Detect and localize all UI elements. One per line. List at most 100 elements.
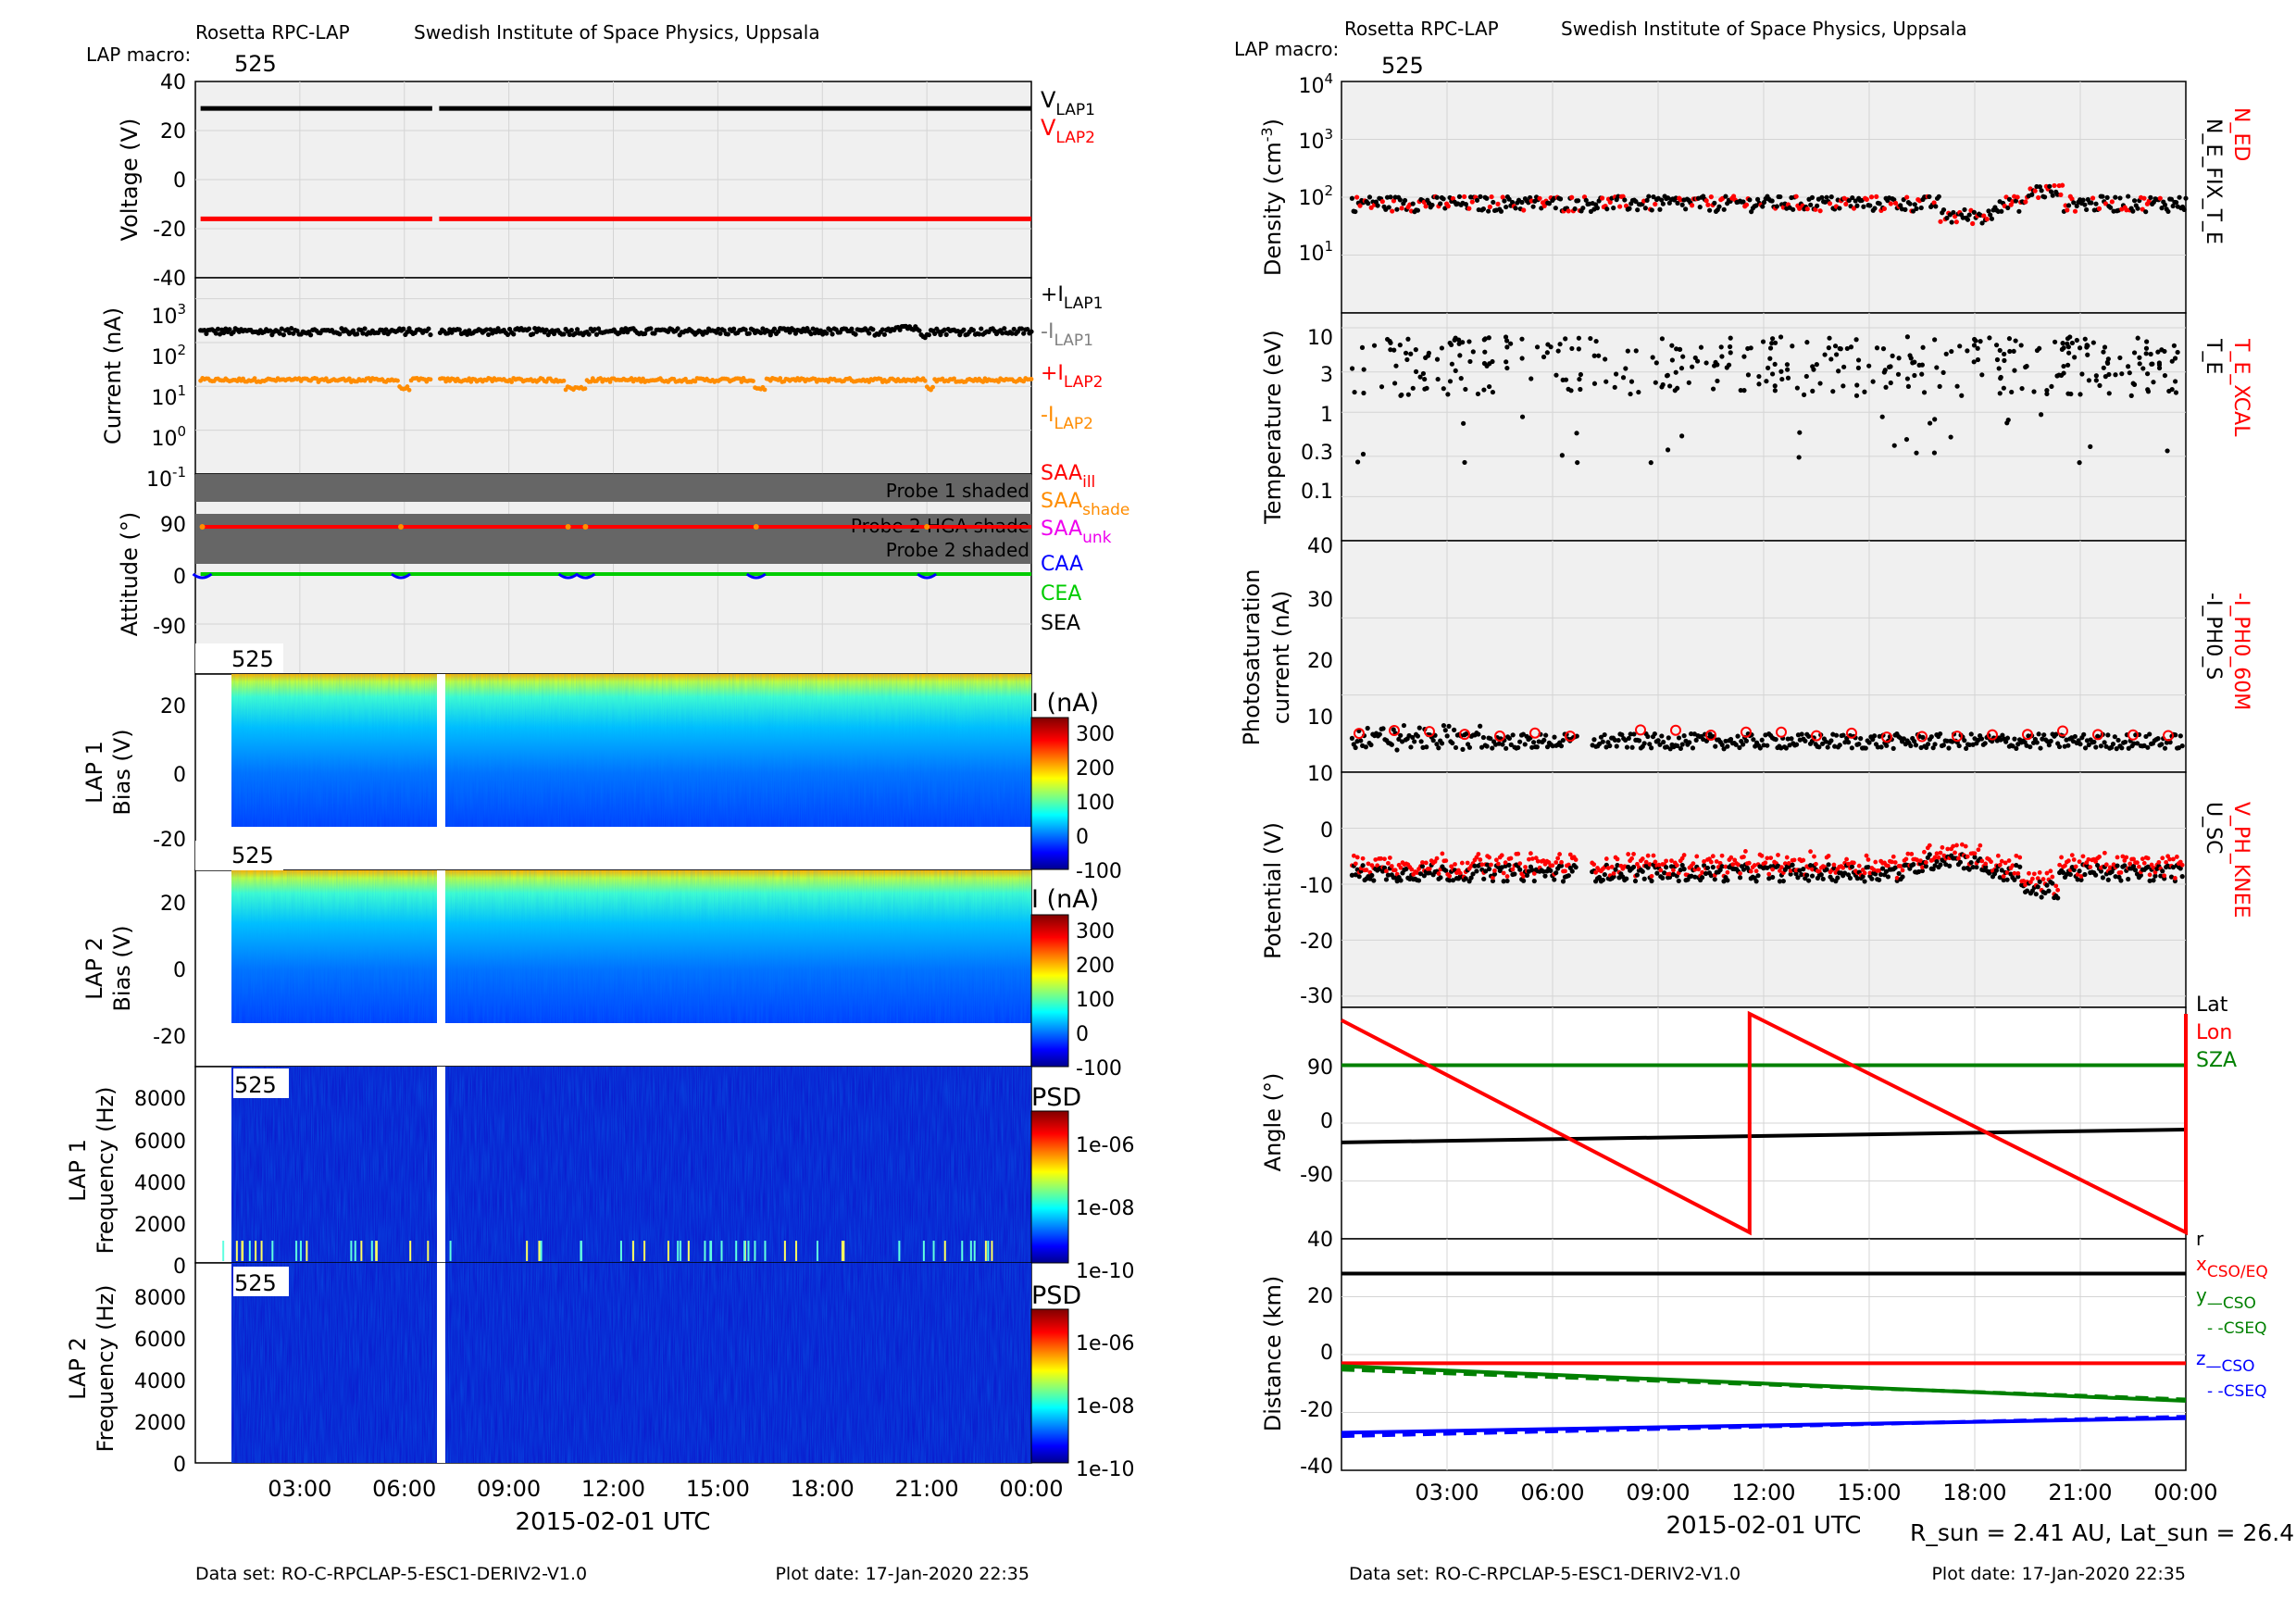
photo-side-label-red: -I_PH0_60M: [2229, 593, 2252, 710]
temperature-point: [2019, 385, 2025, 392]
photo-point: [1602, 731, 1607, 738]
temperature-point: [2065, 344, 2071, 350]
density-point: [1931, 200, 1937, 206]
potential-point-vph: [1487, 855, 1491, 860]
potential-point-usc: [1632, 878, 1639, 884]
lap2-sweep-macro: 525: [231, 843, 274, 868]
temperature-point: [2105, 356, 2111, 362]
temperature-point: [1554, 372, 1559, 378]
potential-point-usc: [1503, 863, 1508, 868]
potential-point-usc: [2033, 892, 2039, 897]
photo-point: [1806, 733, 1812, 739]
current-point-ilap1: [979, 326, 984, 331]
potential-point-usc: [1818, 872, 1824, 878]
potential-point-vph: [1674, 863, 1679, 868]
potential-point-vph: [1976, 847, 1981, 853]
potential-point-vph: [1940, 844, 1945, 850]
potential-point-usc: [1383, 877, 1390, 882]
right-xtick: 03:00: [1415, 1480, 1479, 1505]
potential-point-vph: [1667, 871, 1672, 877]
lap1-sweep-label-box: [195, 643, 283, 673]
potential-point-usc: [1624, 876, 1629, 881]
potential-point-usc: [1495, 864, 1501, 869]
density-point: [1853, 198, 1858, 204]
lap1-spec-gap: [437, 1067, 445, 1263]
potential-point-usc: [1472, 863, 1478, 868]
potential-point-usc: [2168, 874, 2175, 880]
temperature-ytick-0.3: 0.3: [1301, 442, 1333, 465]
svg-text:-ILAP2: -ILAP2: [1041, 404, 1093, 433]
potential-point-usc: [2014, 862, 2019, 868]
density-point: [1949, 219, 1954, 225]
potential-point-usc: [1468, 875, 1474, 881]
density-point: [1970, 220, 1976, 227]
potential-point-vph: [1812, 854, 1816, 859]
photo-point-60m: [2057, 725, 2068, 737]
current-point-ilap1: [961, 327, 967, 332]
density-point: [2058, 192, 2064, 197]
potential-point-vph: [2073, 864, 2078, 869]
potential-point-vph: [1938, 850, 1943, 856]
density-point: [2117, 195, 2123, 201]
photo-point: [1870, 737, 1876, 743]
potential-point-vph: [1909, 851, 1915, 856]
temperature-point: [1413, 369, 1419, 374]
current-point-ilap1: [405, 329, 410, 335]
photo-point: [1875, 744, 1880, 750]
potential-point-usc: [1741, 867, 1747, 872]
potential-point-vph: [1529, 851, 1533, 856]
potential-point-vph: [1631, 852, 1636, 856]
band-probe1-shaded: [195, 474, 1031, 502]
potential-point-usc: [1801, 867, 1806, 872]
potential-point-vph: [1643, 859, 1649, 865]
potential-point-usc: [1676, 878, 1681, 884]
potential-point-vph: [2140, 856, 2145, 862]
potential-point-usc: [1630, 864, 1637, 870]
photo-point: [1846, 740, 1852, 745]
density-point: [1999, 208, 2004, 214]
potential-point-usc: [1490, 878, 1496, 884]
potential-point-usc: [1681, 867, 1687, 872]
temperature-point: [1764, 379, 1769, 384]
current-point-ilap1: [1009, 331, 1015, 336]
current-point-ilap1: [758, 330, 764, 336]
density-point: [1984, 217, 1990, 222]
potential-point-usc: [1860, 874, 1866, 880]
temperature-point: [2119, 371, 2125, 377]
temperature-point: [1462, 459, 1467, 466]
lap1-spec-cbar-1e-06: 1e-06: [1076, 1134, 1134, 1157]
potential-point-vph: [2055, 887, 2061, 893]
density-point: [2146, 198, 2152, 204]
potential-point-usc: [1878, 871, 1884, 878]
density-point: [1349, 195, 1354, 201]
potential-point-vph: [2037, 869, 2042, 875]
temperature-point: [1690, 364, 1695, 369]
temperature-point: [1559, 453, 1565, 458]
density-point: [1854, 203, 1860, 208]
temperature-point: [1482, 349, 1488, 355]
photo-point: [1878, 744, 1884, 750]
temperature-point: [2137, 355, 2142, 360]
potential-point-vph: [1784, 855, 1790, 860]
photo-point: [2091, 739, 2097, 744]
density-point: [1583, 197, 1589, 203]
potential-point-vph: [2029, 876, 2035, 881]
potential-point-usc: [1501, 879, 1506, 884]
density-side-label-black: N_E_FIX_T_E: [2202, 119, 2225, 244]
density-point: [1953, 214, 1958, 219]
potential-point-vph: [1786, 861, 1791, 866]
temperature-point: [2072, 355, 2078, 360]
temperature-point: [1932, 337, 1938, 343]
left-xtick: 09:00: [477, 1476, 541, 1502]
density-point: [2065, 203, 2072, 208]
potential-point-vph: [1953, 850, 1957, 856]
temperature-point: [1503, 334, 1509, 340]
potential-point-usc: [1662, 870, 1667, 876]
temperature-point: [1612, 384, 1617, 390]
potential-point-usc: [1775, 863, 1781, 868]
density-point: [1813, 206, 1818, 212]
temperature-point: [1779, 376, 1785, 382]
potential-point-usc: [2115, 863, 2120, 868]
angle-series: [1341, 1010, 2188, 1236]
lap1-spec-cbar-ticks: 1e-06 1e-08 1e-10: [1076, 1134, 1134, 1283]
